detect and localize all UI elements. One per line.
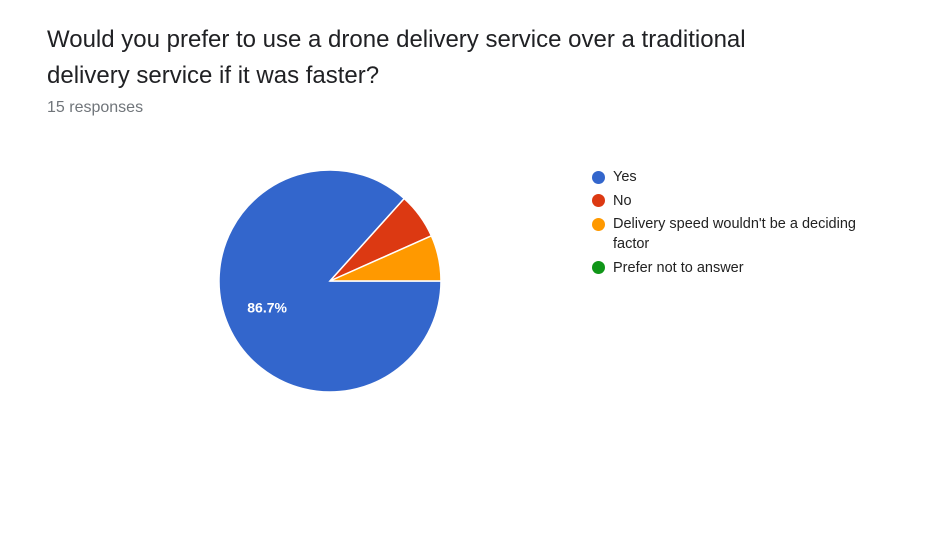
legend-swatch-yes xyxy=(592,170,605,184)
legend: Yes No Delivery speed wouldn't be a deci… xyxy=(592,167,892,281)
legend-item-yes[interactable]: Yes xyxy=(592,167,892,187)
pie-percent-label: 86.7% xyxy=(247,300,287,316)
legend-swatch-not-deciding xyxy=(592,217,605,231)
pie-slices xyxy=(218,169,442,393)
legend-item-prefer-not[interactable]: Prefer not to answer xyxy=(592,258,892,278)
legend-item-no[interactable]: No xyxy=(592,191,892,211)
pie-slice-delivery-speed-wouldn-t-be-a-deciding-factor[interactable] xyxy=(329,234,442,282)
legend-swatch-no xyxy=(592,194,605,207)
legend-label-not-deciding: Delivery speed wouldn't be a deciding fa… xyxy=(613,216,856,252)
question-title: Would you prefer to use a drone delivery… xyxy=(47,26,746,89)
legend-item-not-deciding[interactable]: Delivery speed wouldn't be a deciding fa… xyxy=(592,214,892,254)
legend-swatch-prefer-not xyxy=(592,261,605,274)
legend-label-no: No xyxy=(613,192,632,209)
pie-labels: 86.7% xyxy=(247,300,287,316)
legend-label-yes: Yes xyxy=(613,169,637,185)
response-count: 15 responses xyxy=(47,99,144,116)
legend-label-prefer-not: Prefer not to answer xyxy=(613,259,744,276)
